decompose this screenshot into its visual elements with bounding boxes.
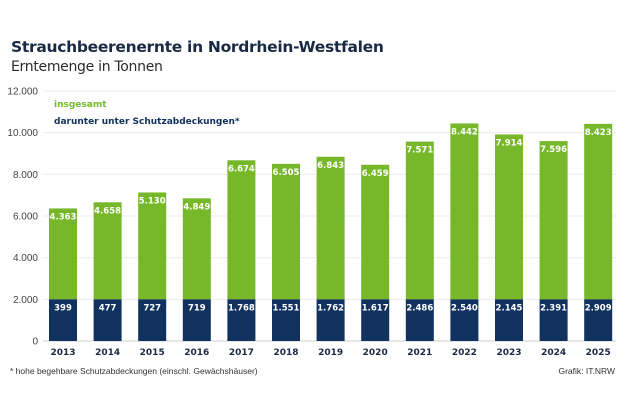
legend-item-total: insgesamt — [54, 100, 107, 110]
data-label-total: 7.914 — [496, 138, 523, 148]
x-tick-label: 2024 — [541, 348, 566, 358]
data-label-covered: 1.551 — [273, 303, 300, 313]
bar-covered — [539, 299, 568, 341]
y-tick-label: 8.000 — [13, 170, 38, 181]
bar-total — [405, 141, 434, 300]
y-tick-label: 10.000 — [7, 128, 38, 139]
x-tick-label: 2025 — [586, 348, 611, 358]
bar-total — [450, 123, 479, 300]
bar-total — [93, 202, 122, 300]
bar-covered — [450, 299, 479, 341]
data-label-total: 7.571 — [406, 146, 433, 156]
source-credit: Grafik: IT.NRW — [558, 366, 615, 376]
footnote: * hohe begehbare Schutzabdeckungen (eins… — [10, 366, 258, 376]
data-label-covered: 2.486 — [406, 303, 433, 313]
bar-covered — [227, 299, 256, 341]
x-tick-label: 2022 — [452, 348, 477, 358]
x-tick-label: 2015 — [140, 348, 165, 358]
bar-covered — [93, 299, 122, 341]
bar-covered — [138, 299, 167, 341]
data-label-total: 4.849 — [183, 202, 210, 212]
bar-total — [584, 123, 613, 300]
bar-total — [227, 160, 256, 300]
x-tick-label: 2014 — [95, 348, 120, 358]
y-tick-label: 2.000 — [13, 295, 38, 306]
bar-covered — [272, 299, 300, 341]
x-tick-label: 2018 — [273, 348, 298, 358]
chart-subtitle: Erntemenge in Tonnen — [11, 59, 163, 75]
bar-covered — [49, 299, 77, 341]
data-label-covered: 1.762 — [317, 303, 344, 313]
y-tick-label: 4.000 — [13, 253, 38, 264]
data-label-total: 6.843 — [317, 161, 344, 171]
bar-covered — [405, 299, 434, 341]
data-label-total: 6.459 — [362, 169, 389, 179]
data-label-total: 8.423 — [585, 128, 612, 138]
bar-total — [361, 164, 390, 300]
data-label-total: 4.658 — [94, 206, 121, 216]
data-label-covered: 719 — [188, 303, 206, 313]
bar-total — [272, 163, 300, 300]
x-tick-label: 2019 — [318, 348, 343, 358]
x-tick-label: 2023 — [496, 348, 521, 358]
data-label-covered: 2.145 — [496, 303, 523, 313]
bar-covered — [495, 299, 523, 341]
data-label-covered: 727 — [143, 303, 161, 313]
x-axis-ticks: 2013 2014 2015 2016 2017 2018 2019 2020 2021 2022… — [50, 348, 610, 358]
x-tick-label: 2020 — [363, 348, 388, 358]
legend-item-covered: darunter unter Schutzabdeckungen* — [54, 117, 240, 127]
bar-covered — [584, 299, 613, 341]
bar-covered — [361, 299, 390, 341]
chart-title: Strauchbeerenernte in Nordrhein-Westfale… — [11, 38, 384, 56]
data-label-covered: 1.617 — [362, 303, 389, 313]
data-label-total: 4.363 — [50, 212, 77, 222]
y-tick-label: 6.000 — [13, 212, 38, 223]
data-label-covered: 2.540 — [451, 303, 478, 313]
x-tick-label: 2017 — [229, 348, 254, 358]
data-label-total: 7.596 — [540, 145, 567, 155]
data-label-total: 6.674 — [228, 164, 255, 174]
y-tick-label: 0 — [32, 337, 38, 348]
data-label-total: 5.130 — [139, 196, 166, 206]
bar-covered — [182, 299, 211, 341]
x-tick-label: 2016 — [184, 348, 209, 358]
data-label-covered: 477 — [99, 303, 117, 313]
bar-total — [138, 192, 167, 300]
data-label-covered: 399 — [54, 303, 72, 313]
data-label-covered: 2.909 — [585, 303, 612, 313]
data-label-covered: 2.391 — [540, 303, 567, 313]
bar-total — [495, 134, 523, 300]
x-tick-label: 2021 — [407, 348, 432, 358]
data-label-covered: 1.768 — [228, 303, 255, 313]
bar-total — [182, 198, 211, 300]
x-tick-label: 2013 — [50, 348, 75, 358]
data-label-total: 6.505 — [273, 168, 300, 178]
bar-total — [49, 208, 77, 300]
bar-covered — [316, 299, 345, 341]
bar-total — [539, 141, 568, 300]
data-label-total: 8.442 — [451, 127, 478, 137]
bars: 4.363 399 4.658 477 5.130 727 4.849 719 6.674 1.7… — [49, 123, 613, 341]
y-axis-ticks: 0 2.000 4.000 6.000 8.000 10.000 12.000 — [7, 87, 38, 348]
y-tick-label: 12.000 — [7, 87, 38, 98]
bar-total — [316, 156, 345, 300]
